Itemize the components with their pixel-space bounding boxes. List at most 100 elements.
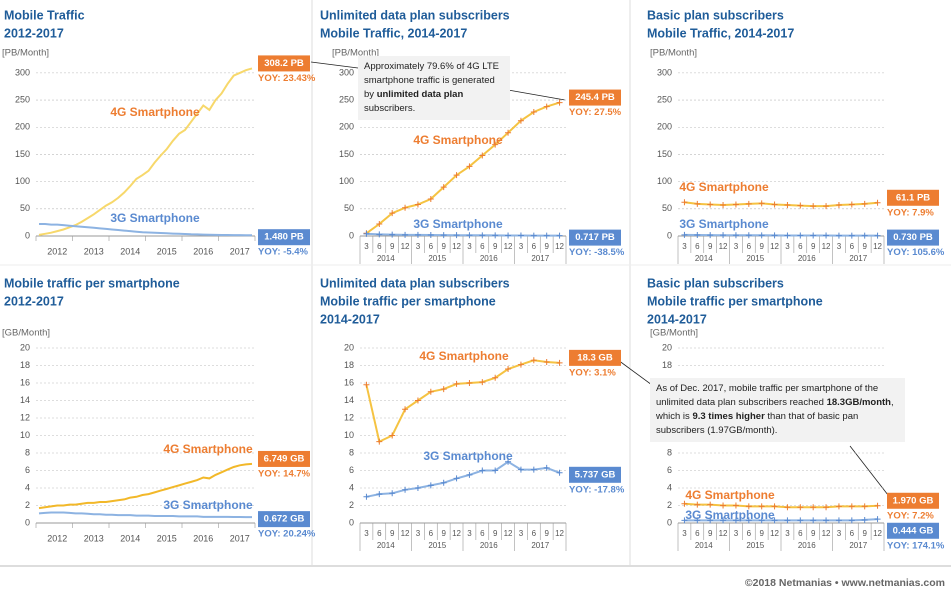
x-tick-label: 9 bbox=[811, 529, 816, 538]
y-tick-label: 300 bbox=[15, 67, 30, 77]
marker bbox=[556, 232, 563, 239]
marker bbox=[810, 203, 817, 210]
end-label-box bbox=[258, 229, 310, 246]
x-tick-label: 9 bbox=[390, 529, 395, 538]
marker bbox=[492, 467, 499, 474]
marker bbox=[376, 438, 383, 445]
end-label: 1.480 PB bbox=[264, 232, 304, 243]
x-tick-label: 3 bbox=[734, 529, 739, 538]
marker bbox=[681, 517, 688, 524]
x-tick-label: 6 bbox=[798, 242, 803, 251]
x-tick-label: 6 bbox=[480, 242, 485, 251]
y-tick-label: 200 bbox=[339, 122, 354, 132]
series-line bbox=[366, 460, 560, 498]
marker bbox=[479, 467, 486, 474]
x-year-label: 2016 bbox=[798, 254, 816, 263]
marker bbox=[389, 432, 396, 439]
chart-title: Unlimited data plan subscribers bbox=[320, 276, 510, 290]
x-tick-label: 12 bbox=[822, 242, 831, 251]
x-tick-label: 3 bbox=[785, 529, 790, 538]
end-label: 61.1 PB bbox=[896, 192, 930, 203]
end-label-box bbox=[887, 229, 939, 246]
marker bbox=[758, 517, 765, 524]
y-tick-label: 6 bbox=[667, 465, 672, 475]
end-label-box bbox=[569, 89, 621, 106]
x-year-label: 2014 bbox=[377, 541, 395, 550]
marker bbox=[363, 493, 370, 500]
marker bbox=[517, 466, 524, 473]
y-tick-label: 50 bbox=[662, 203, 672, 213]
annotation: As of Dec. 2017, mobile traffic per smar… bbox=[650, 378, 905, 442]
series-line bbox=[39, 223, 252, 237]
series-line bbox=[684, 201, 878, 208]
series-label: 4G Smartphone bbox=[110, 105, 200, 119]
x-tick-label: 12 bbox=[555, 242, 564, 251]
axis-unit: [PB/Month] bbox=[332, 48, 379, 59]
series-line bbox=[684, 502, 878, 509]
marker bbox=[823, 203, 830, 210]
y-tick-label: 14 bbox=[344, 395, 354, 405]
series-label: 4G Smartphone bbox=[419, 349, 509, 363]
marker bbox=[745, 517, 752, 524]
callout-line bbox=[507, 89, 566, 101]
marker bbox=[376, 491, 383, 498]
marker bbox=[874, 502, 881, 509]
yoy-label: YOY: 105.6% bbox=[887, 247, 945, 258]
marker bbox=[694, 200, 701, 207]
callout-line bbox=[310, 61, 359, 69]
marker bbox=[389, 231, 396, 238]
x-tick-label: 2012 bbox=[47, 533, 67, 543]
end-label-box bbox=[887, 189, 939, 206]
y-tick-label: 0 bbox=[667, 230, 672, 240]
annotation-text: Approximately 79.6% of 4G LTE smartphone… bbox=[364, 61, 499, 100]
marker bbox=[707, 517, 714, 524]
marker bbox=[835, 202, 842, 209]
end-label-box bbox=[258, 55, 310, 72]
y-tick-label: 100 bbox=[657, 176, 672, 186]
marker bbox=[517, 232, 524, 239]
marker bbox=[874, 199, 881, 206]
marker bbox=[402, 231, 409, 238]
y-tick-label: 8 bbox=[667, 447, 672, 457]
yoy-label: YOY: 174.1% bbox=[887, 540, 945, 551]
series-label: 3G Smartphone bbox=[163, 498, 253, 512]
marker bbox=[848, 503, 855, 510]
x-tick-label: 2013 bbox=[84, 246, 104, 256]
marker bbox=[861, 503, 868, 510]
yoy-label: YOY: 7.2% bbox=[887, 510, 934, 521]
marker bbox=[530, 109, 537, 116]
marker bbox=[414, 485, 421, 491]
marker bbox=[784, 232, 791, 239]
marker bbox=[861, 516, 868, 523]
marker bbox=[466, 471, 473, 478]
x-tick-label: 6 bbox=[695, 242, 700, 251]
x-tick-label: 12 bbox=[719, 529, 728, 538]
series-label: 4G Smartphone bbox=[413, 133, 503, 147]
marker bbox=[479, 152, 486, 159]
y-tick-label: 10 bbox=[344, 430, 354, 440]
marker bbox=[835, 232, 842, 239]
marker bbox=[681, 199, 688, 206]
marker bbox=[874, 516, 881, 523]
yoy-label: YOY: -38.5% bbox=[569, 247, 625, 258]
end-label-box bbox=[258, 511, 310, 528]
y-tick-label: 20 bbox=[344, 342, 354, 352]
x-year-label: 2015 bbox=[746, 254, 764, 263]
series-line bbox=[684, 233, 878, 237]
x-tick-label: 12 bbox=[452, 529, 461, 538]
series-line bbox=[366, 232, 560, 237]
x-tick-label: 3 bbox=[785, 242, 790, 251]
x-year-label: 2017 bbox=[849, 254, 867, 263]
x-tick-label: 3 bbox=[416, 529, 421, 538]
marker bbox=[402, 406, 409, 413]
y-tick-label: 4 bbox=[25, 482, 30, 492]
x-tick-label: 9 bbox=[759, 242, 764, 251]
x-tick-label: 6 bbox=[377, 242, 382, 251]
x-tick-label: 6 bbox=[377, 529, 382, 538]
yoy-label: YOY: 23.43% bbox=[258, 73, 316, 84]
marker bbox=[402, 204, 409, 211]
x-year-label: 2017 bbox=[531, 254, 549, 263]
x-tick-label: 9 bbox=[862, 242, 867, 251]
marker bbox=[440, 232, 447, 239]
x-tick-label: 12 bbox=[873, 529, 882, 538]
